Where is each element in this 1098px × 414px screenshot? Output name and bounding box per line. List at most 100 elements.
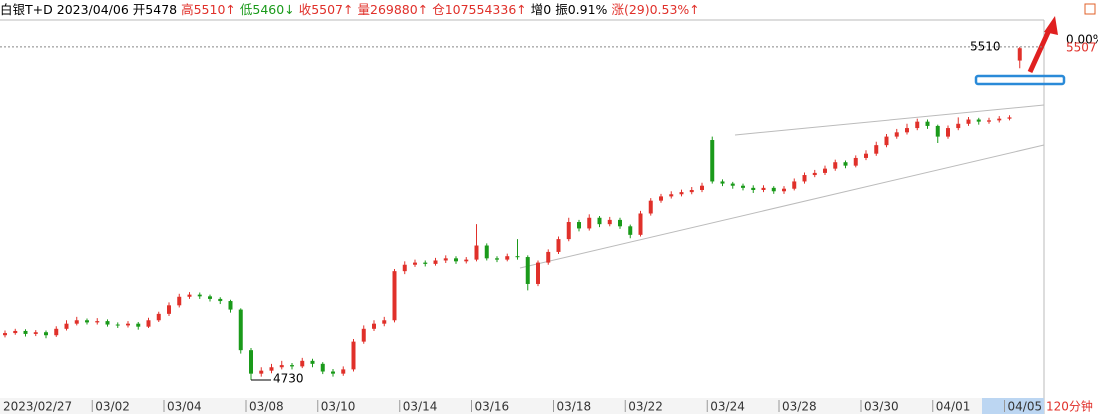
candle-body	[443, 258, 448, 261]
candle-body	[23, 330, 28, 334]
candle-body	[402, 264, 407, 272]
header: 白银T+D 2023/04/06 开5478 高5510↑ 低5460↓ 收5507↑ 量2…	[0, 0, 704, 20]
low-marker-label: 4730	[273, 372, 304, 386]
header-item: 白银T+D	[0, 2, 53, 17]
candle-body	[628, 226, 633, 235]
candle-body	[802, 175, 807, 182]
x-tick-label: 04/01	[936, 400, 971, 414]
candle-body	[741, 185, 745, 188]
candle-body	[269, 367, 274, 371]
x-tick-label: 03/30	[864, 400, 899, 414]
x-tick-label: 2023/02/27	[3, 400, 72, 414]
candle-body	[136, 323, 141, 327]
candle-body	[638, 213, 643, 235]
candle-body	[843, 162, 848, 166]
candle-body	[218, 298, 223, 302]
candle-body	[126, 323, 130, 326]
header-item: 量269880↑	[357, 2, 429, 17]
candle-body	[361, 328, 366, 342]
candle-body	[782, 188, 786, 192]
candle-body	[341, 369, 346, 374]
candle-body	[771, 187, 776, 192]
candle-body	[597, 217, 602, 225]
candle-body	[720, 181, 725, 184]
candle-body	[1017, 48, 1022, 61]
candle-body	[700, 185, 704, 190]
candle-body	[413, 262, 417, 265]
arrow-shaft	[1027, 26, 1053, 74]
header-item: 2023/04/06	[56, 2, 129, 17]
candle-body	[577, 222, 581, 229]
candle-body	[464, 259, 469, 262]
candle-body	[536, 262, 540, 284]
header-item: 开5478	[132, 2, 178, 17]
candle-body	[946, 128, 950, 137]
candle-body	[33, 332, 38, 334]
candle-body	[894, 132, 899, 137]
candle-body	[987, 120, 991, 122]
last-price-label: 5507	[1066, 41, 1097, 55]
candle-body	[54, 328, 59, 336]
header-item: 高5510↑	[181, 2, 236, 17]
x-tick-label: 04/05	[1008, 400, 1043, 414]
candle-body	[290, 365, 294, 367]
candle-body	[966, 119, 971, 124]
x-tick-label: 03/18	[557, 400, 592, 414]
candle-body	[115, 324, 120, 326]
axis-band	[0, 398, 1044, 414]
header-item: 涨(29)0.53%↑	[611, 2, 700, 17]
candle-body	[392, 271, 397, 321]
candle-body	[556, 239, 561, 252]
candle-body	[587, 217, 592, 229]
trend-line	[734, 104, 1045, 136]
candle-body	[331, 371, 335, 374]
candle-body	[495, 258, 499, 260]
candle-body	[228, 301, 233, 310]
candle-body	[874, 145, 879, 154]
candle-body	[607, 219, 612, 225]
header-item: 增0	[530, 2, 552, 17]
candle-body	[669, 194, 674, 197]
x-tick-label: 03/16	[475, 400, 510, 414]
period-label: 120分钟	[1046, 399, 1093, 414]
x-tick-label: 03/28	[782, 400, 817, 414]
candle-body	[751, 187, 756, 190]
candle-body	[710, 140, 715, 182]
candle-body	[105, 321, 110, 325]
candle-body	[259, 370, 264, 374]
candle-body	[64, 323, 69, 329]
candle-body	[659, 196, 663, 201]
x-tick-label: 03/08	[249, 400, 284, 414]
candle-body	[853, 157, 858, 166]
candle-body	[915, 121, 920, 129]
candle-body	[976, 119, 981, 122]
candle-body	[956, 123, 961, 129]
candle-body	[382, 320, 387, 324]
candle-body	[351, 341, 356, 370]
candle-body	[484, 245, 489, 259]
price-line-label: 5510	[970, 39, 1001, 53]
x-tick-label: 03/02	[95, 400, 130, 414]
candle-body	[85, 320, 89, 323]
candle-body	[761, 187, 766, 190]
candle-body	[689, 189, 694, 193]
candle-body	[566, 222, 571, 240]
candle-body	[864, 153, 868, 158]
candle-body	[208, 296, 212, 299]
trend-line	[519, 144, 1045, 269]
candle-body	[146, 320, 151, 327]
right-label: 0.00%	[1066, 33, 1098, 47]
candle-body	[546, 251, 551, 263]
candle-body	[823, 168, 827, 173]
candle-body	[997, 118, 1002, 121]
candle-body	[792, 181, 797, 189]
x-tick-label: 03/24	[710, 400, 745, 414]
candle-body	[474, 245, 479, 260]
candle-body	[197, 294, 202, 297]
candle-body	[238, 309, 243, 351]
candle-body	[13, 330, 18, 334]
header-item: 振0.91%	[555, 2, 608, 17]
x-tick-label: 03/04	[167, 400, 202, 414]
